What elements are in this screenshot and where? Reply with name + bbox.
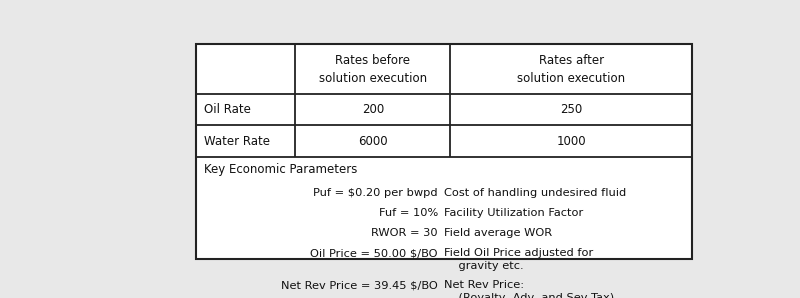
Text: Field Oil Price adjusted for
    gravity etc.: Field Oil Price adjusted for gravity etc… — [444, 248, 594, 271]
Text: Rates after
solution execution: Rates after solution execution — [517, 54, 626, 85]
Text: 200: 200 — [362, 103, 384, 116]
Text: Key Economic Parameters: Key Economic Parameters — [203, 164, 357, 176]
Text: Facility Utilization Factor: Facility Utilization Factor — [444, 208, 583, 218]
Text: Cost of handling undesired fluid: Cost of handling undesired fluid — [444, 188, 626, 198]
Text: RWOR = 30: RWOR = 30 — [371, 228, 438, 238]
Text: 1000: 1000 — [556, 135, 586, 148]
Text: Net Rev Price = 39.45 $/BO: Net Rev Price = 39.45 $/BO — [281, 280, 438, 290]
Text: Oil Rate: Oil Rate — [203, 103, 250, 116]
Text: Puf = $0.20 per bwpd: Puf = $0.20 per bwpd — [314, 188, 438, 198]
Bar — [196, 44, 692, 260]
Text: Field average WOR: Field average WOR — [444, 228, 552, 238]
Text: Water Rate: Water Rate — [203, 135, 270, 148]
Text: Fuf = 10%: Fuf = 10% — [378, 208, 438, 218]
Text: Net Rev Price:
    (Royalty, Adv, and Sev Tax): Net Rev Price: (Royalty, Adv, and Sev Ta… — [444, 280, 614, 298]
Text: 6000: 6000 — [358, 135, 388, 148]
Text: Oil Price = 50.00 $/BO: Oil Price = 50.00 $/BO — [310, 248, 438, 258]
Text: Rates before
solution execution: Rates before solution execution — [318, 54, 427, 85]
Text: 250: 250 — [560, 103, 582, 116]
